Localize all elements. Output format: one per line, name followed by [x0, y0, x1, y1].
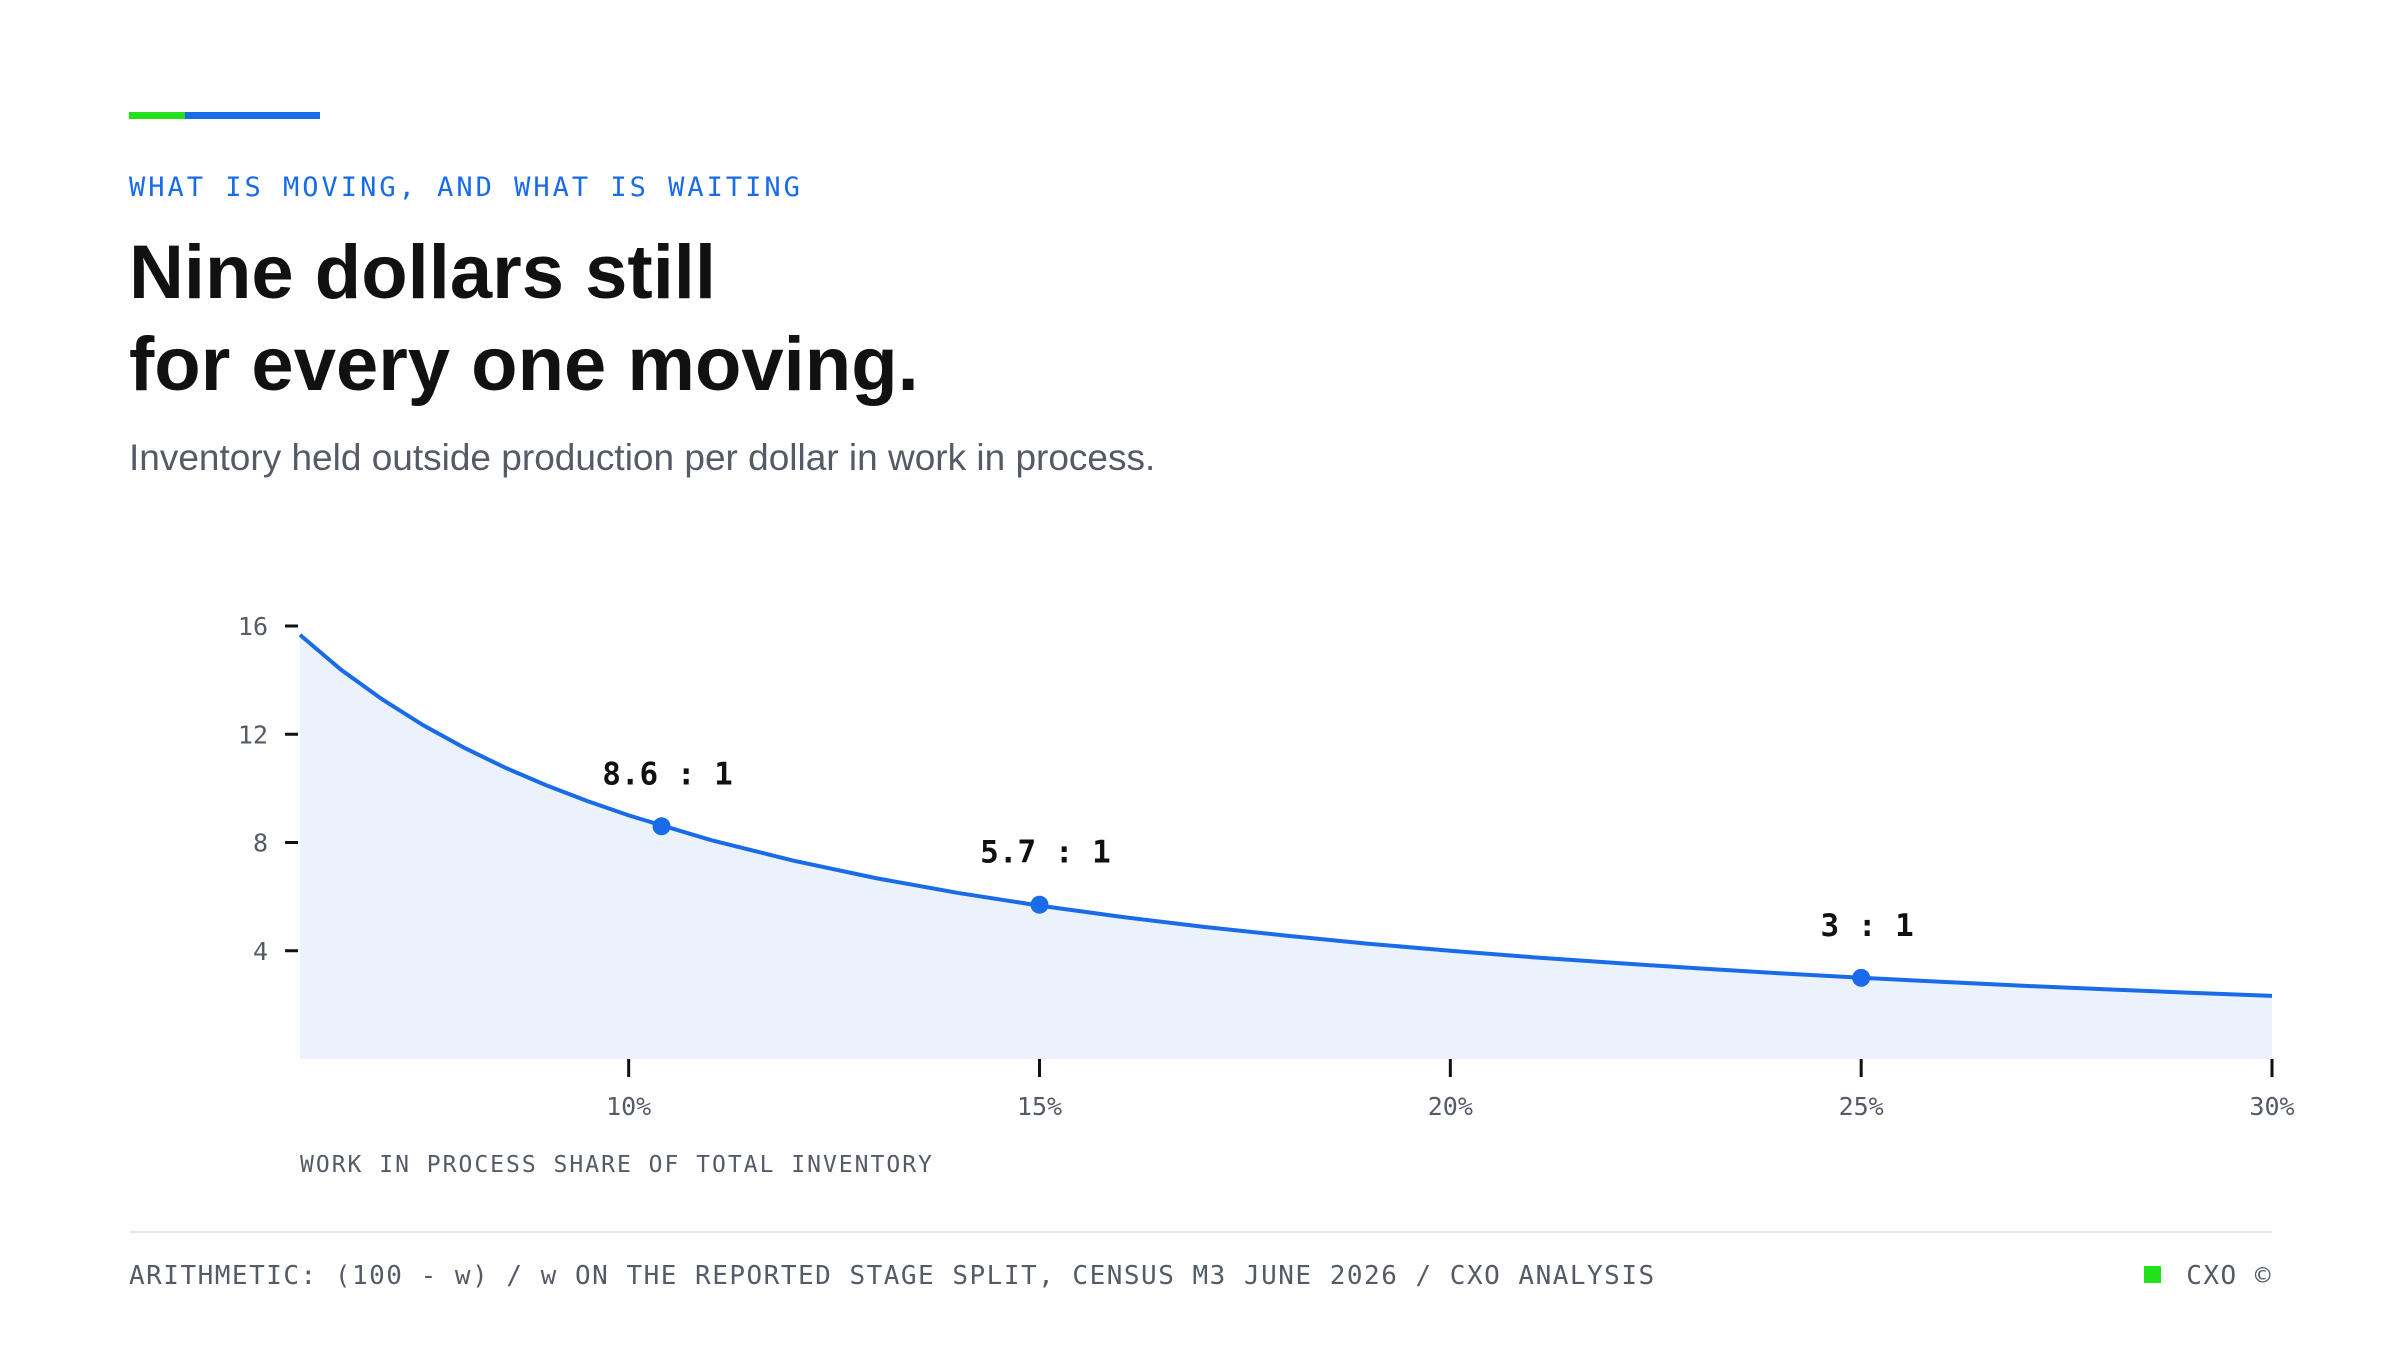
x-tick-label: 30%: [2249, 1092, 2294, 1121]
highlight-point: [652, 817, 671, 836]
accent-blue: [185, 112, 320, 119]
subtitle: Inventory held outside production per do…: [129, 437, 1155, 478]
highlight-point: [1030, 895, 1049, 914]
curve: [298, 633, 2273, 998]
x-tick-label: 20%: [1428, 1092, 1473, 1121]
x-tick-label: 25%: [1839, 1092, 1884, 1121]
x-axis-label: WORK IN PROCESS SHARE OF TOTAL INVENTORY: [300, 1152, 934, 1178]
y-tick-label: 16: [238, 612, 268, 641]
eyebrow: WHAT IS MOVING, AND WHAT IS WAITING: [129, 172, 803, 203]
brand-square: [2144, 1266, 2161, 1283]
point-label: 5.7 : 1: [980, 835, 1111, 871]
accent-green: [129, 112, 185, 119]
point-label: 3 : 1: [1821, 908, 1914, 944]
highlight-point: [1852, 968, 1871, 987]
title-line: Nine dollars still: [129, 230, 716, 315]
y-tick-label: 4: [253, 937, 268, 966]
source-note: ARITHMETIC: (100 - w) / w ON THE REPORTE…: [129, 1261, 1656, 1291]
point-label: 8.6 : 1: [602, 756, 733, 792]
x-tick-label: 15%: [1017, 1092, 1062, 1121]
area: [300, 634, 2272, 1059]
y-tick-label: 12: [238, 720, 268, 749]
brand: CXO ©: [2186, 1261, 2272, 1291]
title-line: for every one moving.: [129, 322, 919, 407]
x-tick-label: 10%: [606, 1092, 651, 1121]
y-tick-label: 8: [253, 829, 268, 858]
